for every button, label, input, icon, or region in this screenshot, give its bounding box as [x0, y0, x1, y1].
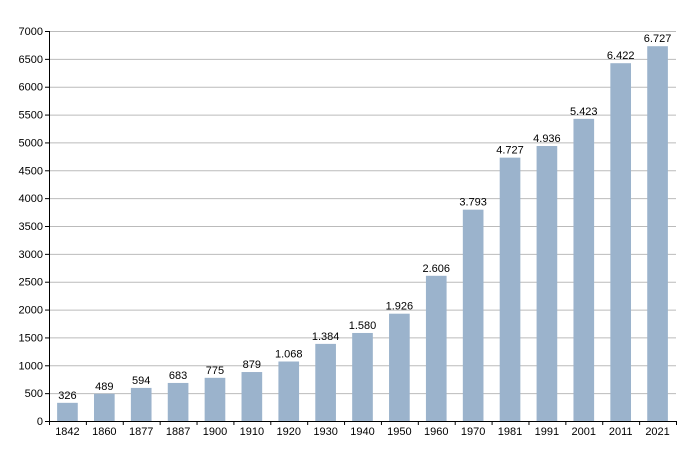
- data-label: 3.793: [459, 197, 487, 209]
- x-tick-label: 1960: [424, 426, 448, 438]
- bar: [425, 275, 447, 421]
- bar: [573, 118, 595, 422]
- data-label: 1.068: [275, 348, 303, 360]
- data-label: 2.606: [422, 263, 450, 275]
- data-label: 775: [206, 365, 224, 377]
- y-tick-label: 5500: [19, 110, 43, 122]
- data-label: 326: [58, 390, 76, 402]
- x-tick-labels: 1842 1860 1877 1887 1900 1910 1920 1930 1940 1950…: [55, 426, 670, 438]
- bar: [315, 343, 336, 421]
- x-tick-label: 1900: [203, 426, 227, 438]
- y-tick-label: 7000: [19, 26, 43, 38]
- data-label: 683: [169, 370, 187, 382]
- data-label: 4.727: [496, 145, 524, 157]
- data-label: 4.936: [533, 133, 561, 145]
- y-tick-label: 6000: [19, 82, 43, 94]
- y-tick-label: 3000: [19, 249, 43, 261]
- x-tick-label: 1940: [350, 426, 374, 438]
- bar: [167, 382, 189, 421]
- x-tick-label: 1920: [276, 426, 300, 438]
- gridlines: [49, 31, 676, 395]
- bar: [57, 402, 78, 421]
- data-label: 594: [132, 375, 150, 387]
- data-label: 1.384: [312, 331, 340, 343]
- bar: [389, 313, 410, 421]
- bars: [57, 46, 668, 422]
- x-tick-label: 1950: [387, 426, 411, 438]
- y-tick-label: 3500: [19, 221, 43, 233]
- y-tick-label: 4500: [19, 165, 43, 177]
- bar: [610, 63, 632, 422]
- bar: [647, 46, 668, 422]
- x-tick-label: 1991: [535, 426, 559, 438]
- bar: [536, 145, 558, 421]
- bar: [462, 209, 484, 421]
- x-tick-label: 1910: [240, 426, 264, 438]
- x-tick-label: 1842: [55, 426, 79, 438]
- data-label: 1.580: [349, 320, 377, 332]
- x-tick-label: 1981: [498, 426, 522, 438]
- y-tick-labels: 0 500 1000 1500 2000 2500 3000 3500 4000 4500 5000…: [19, 26, 43, 428]
- bar: [278, 361, 300, 421]
- x-tick-label: 1930: [313, 426, 337, 438]
- bar: [499, 157, 521, 422]
- x-tick-label: 2021: [645, 426, 669, 438]
- y-tick-label: 1500: [19, 332, 43, 344]
- y-tick-label: 500: [25, 388, 43, 400]
- bar: [93, 393, 115, 421]
- bar: [241, 372, 263, 421]
- x-tick-label: 2011: [609, 426, 633, 438]
- data-label: 6.727: [644, 33, 672, 45]
- y-tick-label: 5000: [19, 137, 43, 149]
- data-labels: 326 489 594 683 775 879 1.068 1.384 1.580 1.926 2.…: [58, 33, 671, 402]
- x-tick-label: 1877: [129, 426, 153, 438]
- bar: [130, 387, 152, 421]
- y-tick-label: 1000: [19, 360, 43, 372]
- bar: [352, 332, 373, 421]
- axes: [45, 31, 677, 425]
- y-tick-label: 0: [37, 416, 43, 428]
- x-tick-label: 1970: [461, 426, 485, 438]
- x-tick-label: 2001: [572, 426, 596, 438]
- y-tick-label: 2500: [19, 277, 43, 289]
- y-tick-label: 4000: [19, 193, 43, 205]
- x-tick-label: 1887: [166, 426, 190, 438]
- data-label: 6.422: [607, 50, 635, 62]
- data-label: 5.423: [570, 106, 598, 118]
- x-tick-label: 1860: [92, 426, 116, 438]
- data-label: 1.926: [386, 301, 414, 313]
- bar: [204, 377, 226, 421]
- data-label: 879: [243, 359, 261, 371]
- y-tick-label: 6500: [19, 54, 43, 66]
- data-label: 489: [95, 381, 113, 393]
- y-tick-label: 2000: [19, 305, 43, 317]
